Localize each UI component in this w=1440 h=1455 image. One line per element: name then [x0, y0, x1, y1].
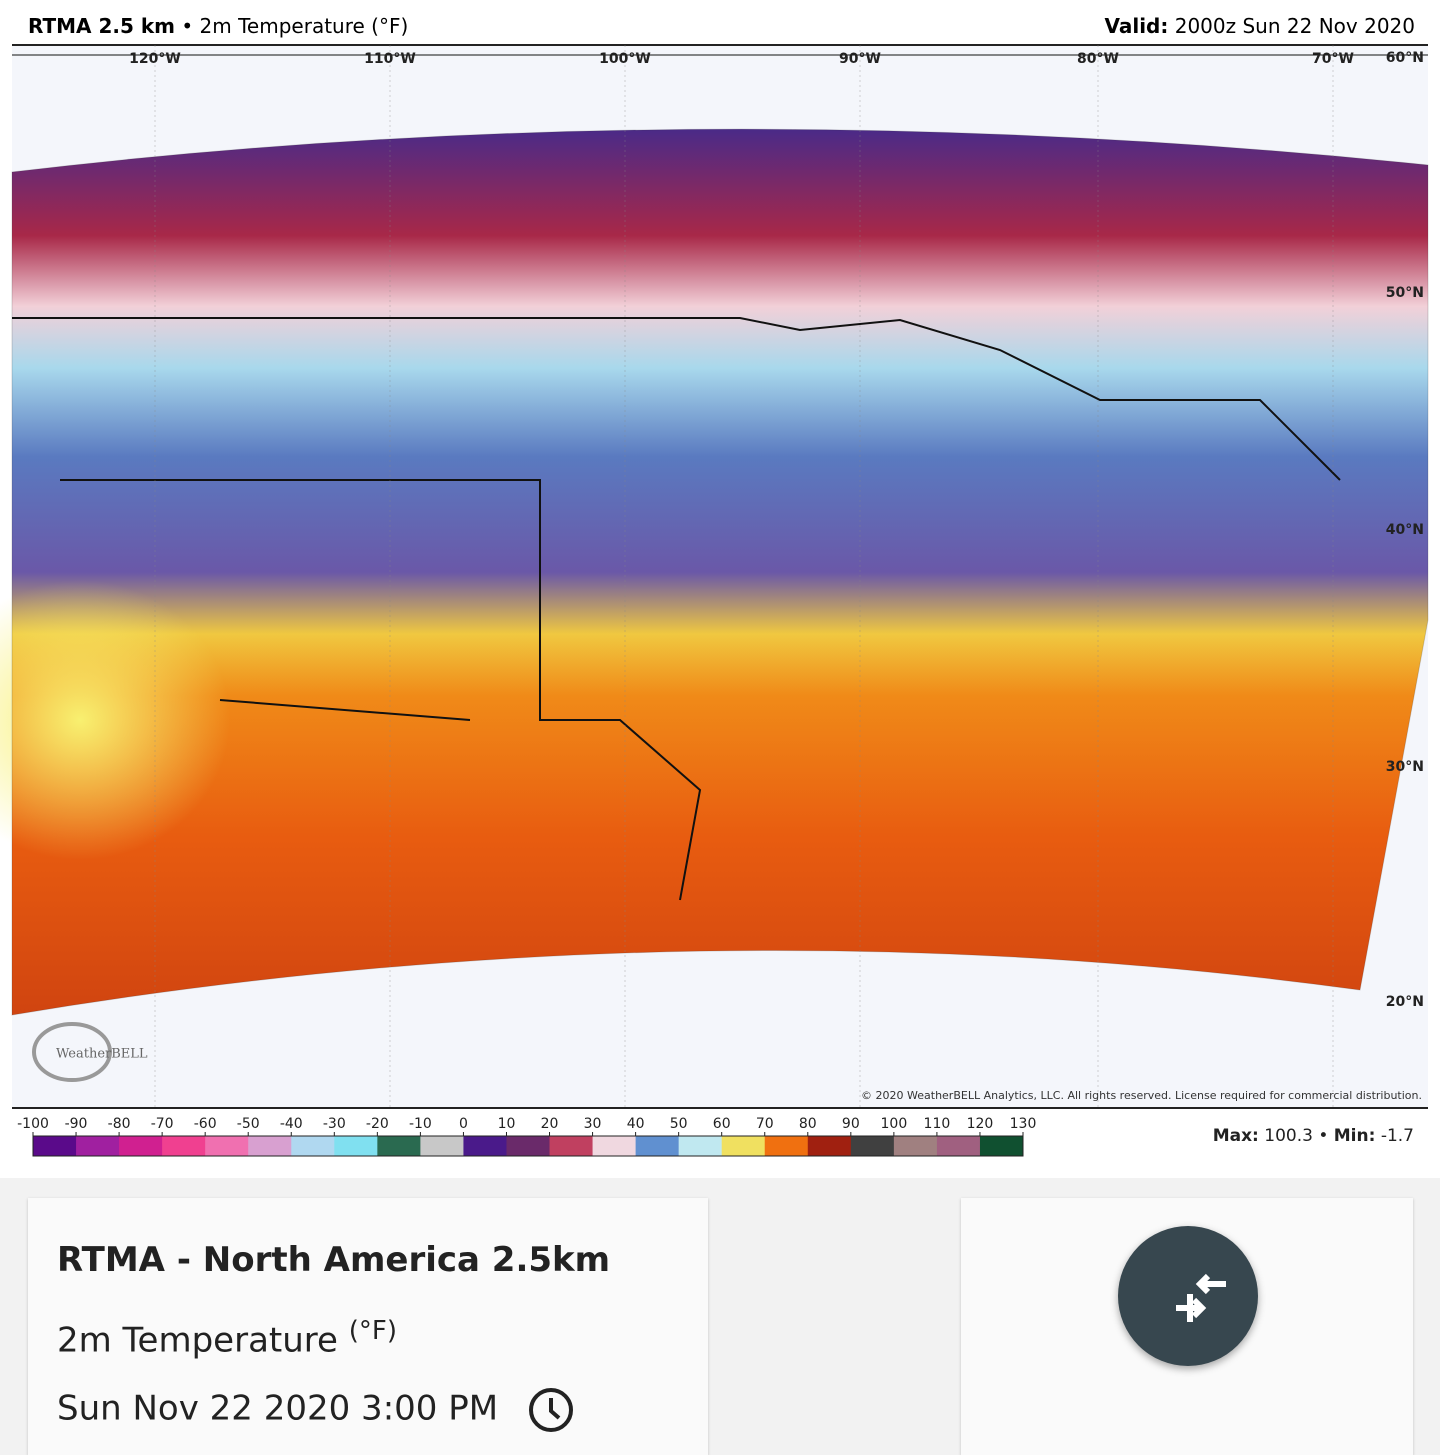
colorbar-tick-label: 0 [459, 1116, 468, 1132]
latitude-label: 30°N [1386, 759, 1424, 775]
valid-label: Valid: [1104, 14, 1168, 38]
colorbar-segment [721, 1136, 766, 1156]
colorbar-tick-label: -30 [323, 1116, 346, 1132]
min-label: Min: [1333, 1126, 1376, 1146]
colorbar-tick-label: 60 [713, 1116, 731, 1132]
colorbar-segment [76, 1136, 120, 1156]
min-value: -1.7 [1380, 1126, 1414, 1146]
colorbar-tick-label: 30 [584, 1116, 602, 1132]
colorbar-segment [893, 1136, 938, 1156]
colorbar-segment [678, 1136, 723, 1156]
colorbar-segment [33, 1136, 77, 1156]
colorbar-segment [549, 1136, 594, 1156]
action-card [961, 1198, 1413, 1455]
colorbar-tick-label: -20 [366, 1116, 389, 1132]
longitude-label: 120°W [129, 51, 181, 67]
colorbar-segment [291, 1136, 335, 1156]
colorbar-tick-label: -50 [237, 1116, 260, 1132]
colorbar-segment [248, 1136, 292, 1156]
max-value: 100.3 [1264, 1126, 1313, 1146]
colorbar-segment [420, 1136, 464, 1156]
latitude-label: 50°N [1386, 285, 1424, 301]
longitude-label: 100°W [599, 51, 651, 67]
temperature-field [12, 129, 1428, 1015]
colorbar-segment [119, 1136, 163, 1156]
colorbar-tick-label: -60 [194, 1116, 217, 1132]
model-name: RTMA 2.5 km [28, 14, 175, 38]
colorbar-segment [936, 1136, 981, 1156]
longitude-label: 70°W [1312, 51, 1354, 67]
colorbar-segment [377, 1136, 421, 1156]
clock-icon [528, 1388, 573, 1432]
max-min: Max: 100.3 • Min: -1.7 [1213, 1126, 1414, 1146]
colorbar-tick-label: 50 [670, 1116, 688, 1132]
compare-icon [1176, 1273, 1226, 1322]
field: 2m Temperature [57, 1320, 338, 1361]
separator: • [1318, 1126, 1329, 1146]
logo: WeatherBELL [56, 1047, 148, 1062]
colorbar-segment [463, 1136, 507, 1156]
longitude-label: 80°W [1077, 51, 1119, 67]
colorbar-tick-label: 40 [627, 1116, 645, 1132]
ocean-warm-area [0, 580, 230, 860]
longitude-label: 110°W [364, 51, 416, 67]
latitude-label: 40°N [1386, 522, 1424, 538]
colorbar-tick-label: 80 [799, 1116, 817, 1132]
logo-swirl [32, 1022, 112, 1082]
colorbar-tick-label: 10 [498, 1116, 516, 1132]
colorbar-tick-label: 100 [881, 1116, 908, 1132]
colorbar-segment [592, 1136, 637, 1156]
colorbar-tick-label: 70 [756, 1116, 774, 1132]
longitude-label: 90°W [839, 51, 881, 67]
colorbar-tick-label: 130 [1010, 1116, 1037, 1132]
separator: • [181, 14, 193, 38]
colorbar-segment [205, 1136, 249, 1156]
colorbar-tick-label: 120 [967, 1116, 994, 1132]
field-outline [11, 128, 1429, 1016]
colorbar-tick-label: -70 [151, 1116, 174, 1132]
colorbar-tick-label: -10 [409, 1116, 432, 1132]
time: Sun Nov 22 2020 3:00 PM [57, 1388, 499, 1429]
map-panel: RTMA 2.5 km • 2m Temperature (°F) Valid:… [0, 0, 1440, 1178]
field-name: 2m Temperature (°F) [200, 14, 409, 38]
colorbar-tick-label: 90 [842, 1116, 860, 1132]
colorbar-segment [334, 1136, 378, 1156]
valid-time: Valid: 2000z Sun 22 Nov 2020 [1104, 14, 1415, 38]
card-time: Sun Nov 22 2020 3:00 PM [57, 1386, 575, 1434]
colorbar-segment [162, 1136, 206, 1156]
unit: (°F) [348, 1316, 397, 1346]
colorbar-segment [635, 1136, 680, 1156]
latitude-label: 20°N [1386, 994, 1424, 1010]
colorbar-segment [850, 1136, 895, 1156]
copyright: © 2020 WeatherBELL Analytics, LLC. All r… [861, 1089, 1422, 1102]
colorbar-tick-label: -90 [65, 1116, 88, 1132]
valid-value: 2000z Sun 22 Nov 2020 [1175, 14, 1415, 38]
colorbar-tick-label: -80 [108, 1116, 131, 1132]
card-field: 2m Temperature (°F) [57, 1316, 397, 1360]
map: RTMA 2.5 km • 2m Temperature (°F) Valid:… [0, 14, 1429, 1157]
colorbar-tick-label: -40 [280, 1116, 303, 1132]
compare-button[interactable] [1118, 1226, 1258, 1366]
header-title: RTMA 2.5 km • 2m Temperature (°F) [28, 14, 408, 38]
colorbar-segment [506, 1136, 551, 1156]
colorbar-tick-label: 20 [541, 1116, 559, 1132]
colorbar-segment [764, 1136, 809, 1156]
borders [12, 54, 1428, 901]
colorbar-tick-label: -100 [17, 1116, 49, 1132]
latitude-label: 60°N [1386, 50, 1424, 66]
colorbar-segment [979, 1136, 1024, 1156]
max-label: Max: [1212, 1126, 1259, 1146]
colorbar-segment [807, 1136, 852, 1156]
colorbar-tick-label: 110 [924, 1116, 951, 1132]
colorbar-frame [32, 1135, 1024, 1157]
card-title: RTMA - North America 2.5km [57, 1240, 611, 1280]
info-card: RTMA - North America 2.5km 2m Temperatur… [28, 1198, 708, 1455]
